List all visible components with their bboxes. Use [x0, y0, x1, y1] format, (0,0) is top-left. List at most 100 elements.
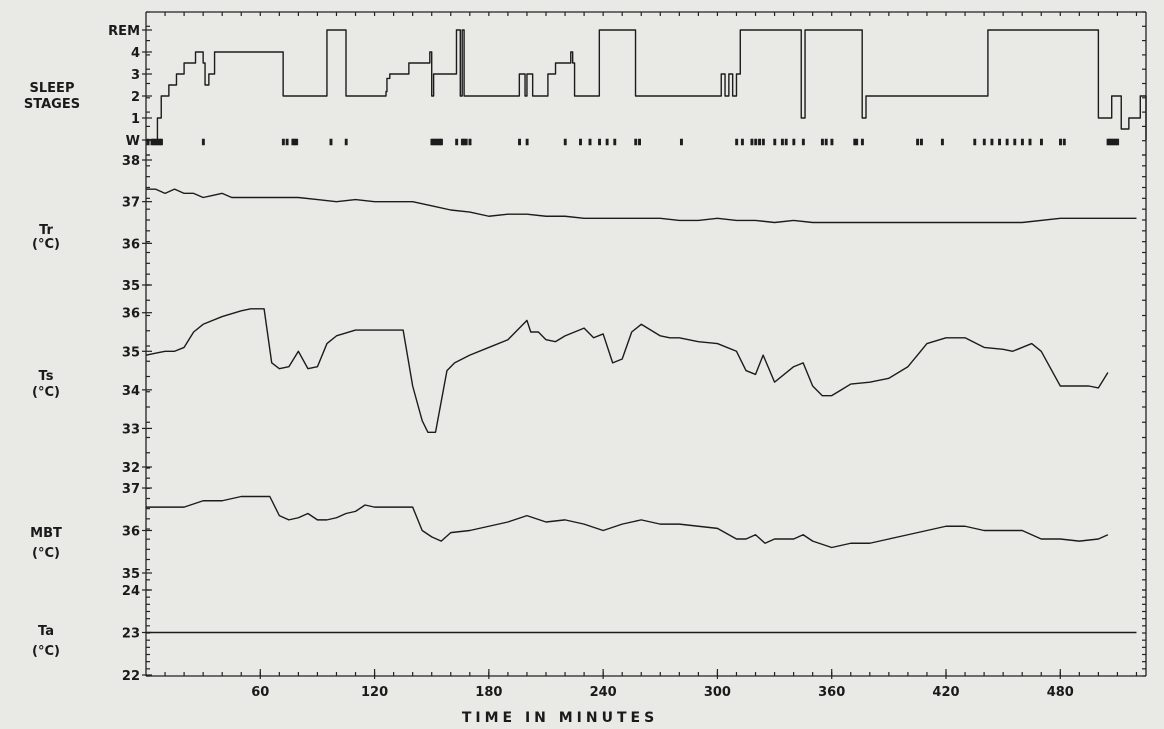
panel-label-line2: (°C): [32, 385, 60, 400]
wake-marker: [679, 138, 683, 146]
wake-marker: [638, 138, 641, 146]
wake-marker: [735, 138, 739, 146]
y-tick-label: 35: [122, 279, 140, 294]
wake-marker: [855, 138, 859, 146]
y-tick-label: 35: [122, 567, 140, 582]
wake-marker: [281, 138, 285, 146]
wake-marker: [801, 138, 805, 146]
wake-marker: [613, 138, 617, 146]
wake-marker: [750, 138, 754, 146]
y-tick-label: 32: [122, 461, 140, 476]
y-tick-label: 36: [122, 307, 140, 322]
wake-marker: [758, 138, 761, 146]
series-line-tr: [146, 188, 1137, 224]
x-tick-label: 180: [475, 685, 502, 700]
wake-marker: [518, 138, 521, 146]
wake-marker: [464, 138, 468, 146]
wake-marker: [344, 138, 348, 146]
wake-marker: [916, 138, 920, 146]
wake-marker: [940, 138, 944, 146]
y-tick-label: 36: [122, 525, 140, 540]
wake-marker: [773, 138, 777, 146]
wake-marker: [792, 138, 796, 146]
x-tick-label: 360: [818, 685, 845, 700]
y-tick-label: 3: [131, 68, 140, 83]
y-tick-label: 4: [131, 46, 140, 61]
panel-mbt: 35 36 37 MBT (°C): [30, 467, 1147, 591]
x-tick-label: 240: [590, 685, 617, 700]
y-tick-label: 1: [131, 112, 140, 127]
wake-marker: [998, 138, 1001, 146]
y-tick-label: REM: [108, 24, 140, 39]
panel-label-line2: STAGES: [24, 97, 80, 112]
wake-marker: [634, 138, 638, 146]
y-tick-label: 36: [122, 237, 140, 252]
panel-label-line1: MBT: [30, 526, 62, 541]
wake-marker: [754, 138, 758, 146]
wake-marker: [780, 138, 784, 146]
wake-marker: [761, 138, 765, 146]
wake-marker: [525, 138, 529, 146]
wake-marker: [1020, 138, 1024, 146]
panel-label-line2: (°C): [32, 644, 60, 659]
panel-label-line2: (°C): [32, 546, 60, 561]
panel-label-line2: (°C): [32, 237, 60, 252]
wake-marker: [982, 138, 986, 146]
panel-ts: 32 33 34 35 36 Ts(°C): [32, 284, 1147, 476]
y-tick-label: 37: [122, 482, 140, 497]
wake-marker: [919, 138, 923, 146]
y-tick-label: 35: [122, 345, 140, 360]
wake-marker: [820, 138, 824, 146]
wake-marker: [329, 138, 333, 146]
wake-marker: [740, 138, 744, 146]
x-tick-label: 480: [1047, 685, 1074, 700]
y-tick-label: 2: [131, 90, 140, 105]
wake-marker: [159, 138, 163, 146]
panel-tr: 35 36 37 38 Tr(°C): [32, 154, 1147, 294]
y-tick-label: 34: [122, 384, 140, 399]
series-line-ts: [145, 308, 1109, 433]
wake-marker: [563, 138, 567, 146]
x-tick-label: 300: [704, 685, 731, 700]
wake-marker: [1059, 138, 1062, 146]
x-tick-label: 120: [361, 685, 388, 700]
wake-marker: [824, 138, 828, 146]
wake-marker: [973, 138, 977, 146]
wake-marker: [455, 138, 459, 146]
y-tick-label: 33: [122, 422, 140, 437]
wake-marker: [1005, 138, 1009, 146]
series-line-mbt: [146, 495, 1109, 549]
chart-panels: W1234REMSLEEPSTAGES35363738Tr(°C)3233343…: [24, 11, 1147, 684]
wake-marker: [598, 138, 601, 146]
y-tick-label: 37: [122, 196, 140, 211]
panel-ta: 22 23 24 Ta (°C): [32, 584, 1147, 684]
wake-marker: [990, 138, 994, 146]
wake-marker: [295, 138, 299, 146]
y-tick-label: 38: [122, 154, 140, 169]
wake-marker: [201, 138, 205, 146]
wake-marker: [1013, 138, 1017, 146]
wake-marker: [860, 138, 864, 146]
wake-marker: [1039, 138, 1043, 146]
wake-marker: [588, 138, 592, 146]
wake-marker: [579, 138, 582, 146]
wake-marker: [1062, 138, 1066, 146]
x-axis: 60 120 180 240 300 360 420 480: [146, 669, 1146, 700]
wake-marker: [146, 138, 150, 146]
panel-label-line1: Tr: [39, 223, 53, 238]
wake-marker: [830, 138, 834, 146]
wake-marker: [468, 138, 472, 146]
y-tick-label: W: [126, 134, 140, 149]
wake-marker: [285, 138, 289, 146]
series-line-sleep: [146, 29, 1147, 141]
y-tick-label: 22: [122, 669, 140, 684]
wake-marker: [1116, 138, 1120, 146]
panel-label-line1: Ts: [39, 369, 54, 384]
panel-label-line1: Ta: [38, 624, 54, 639]
x-axis-label: TIME IN MINUTES: [462, 710, 658, 726]
wake-marker: [439, 138, 443, 146]
x-tick-label: 60: [251, 685, 269, 700]
wake-marker: [1028, 138, 1032, 146]
